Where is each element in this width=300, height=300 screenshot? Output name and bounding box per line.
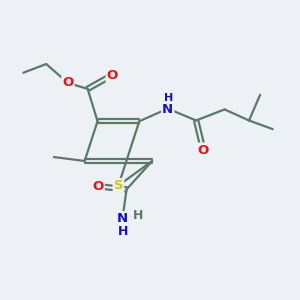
Text: O: O — [198, 144, 209, 157]
Text: N: N — [162, 103, 173, 116]
Text: H: H — [132, 209, 143, 222]
Text: O: O — [92, 180, 104, 193]
Text: N: N — [117, 212, 128, 225]
Text: O: O — [62, 76, 74, 89]
Text: H: H — [164, 93, 173, 103]
Text: H: H — [118, 225, 128, 238]
Text: S: S — [114, 179, 123, 192]
Text: O: O — [106, 69, 118, 82]
